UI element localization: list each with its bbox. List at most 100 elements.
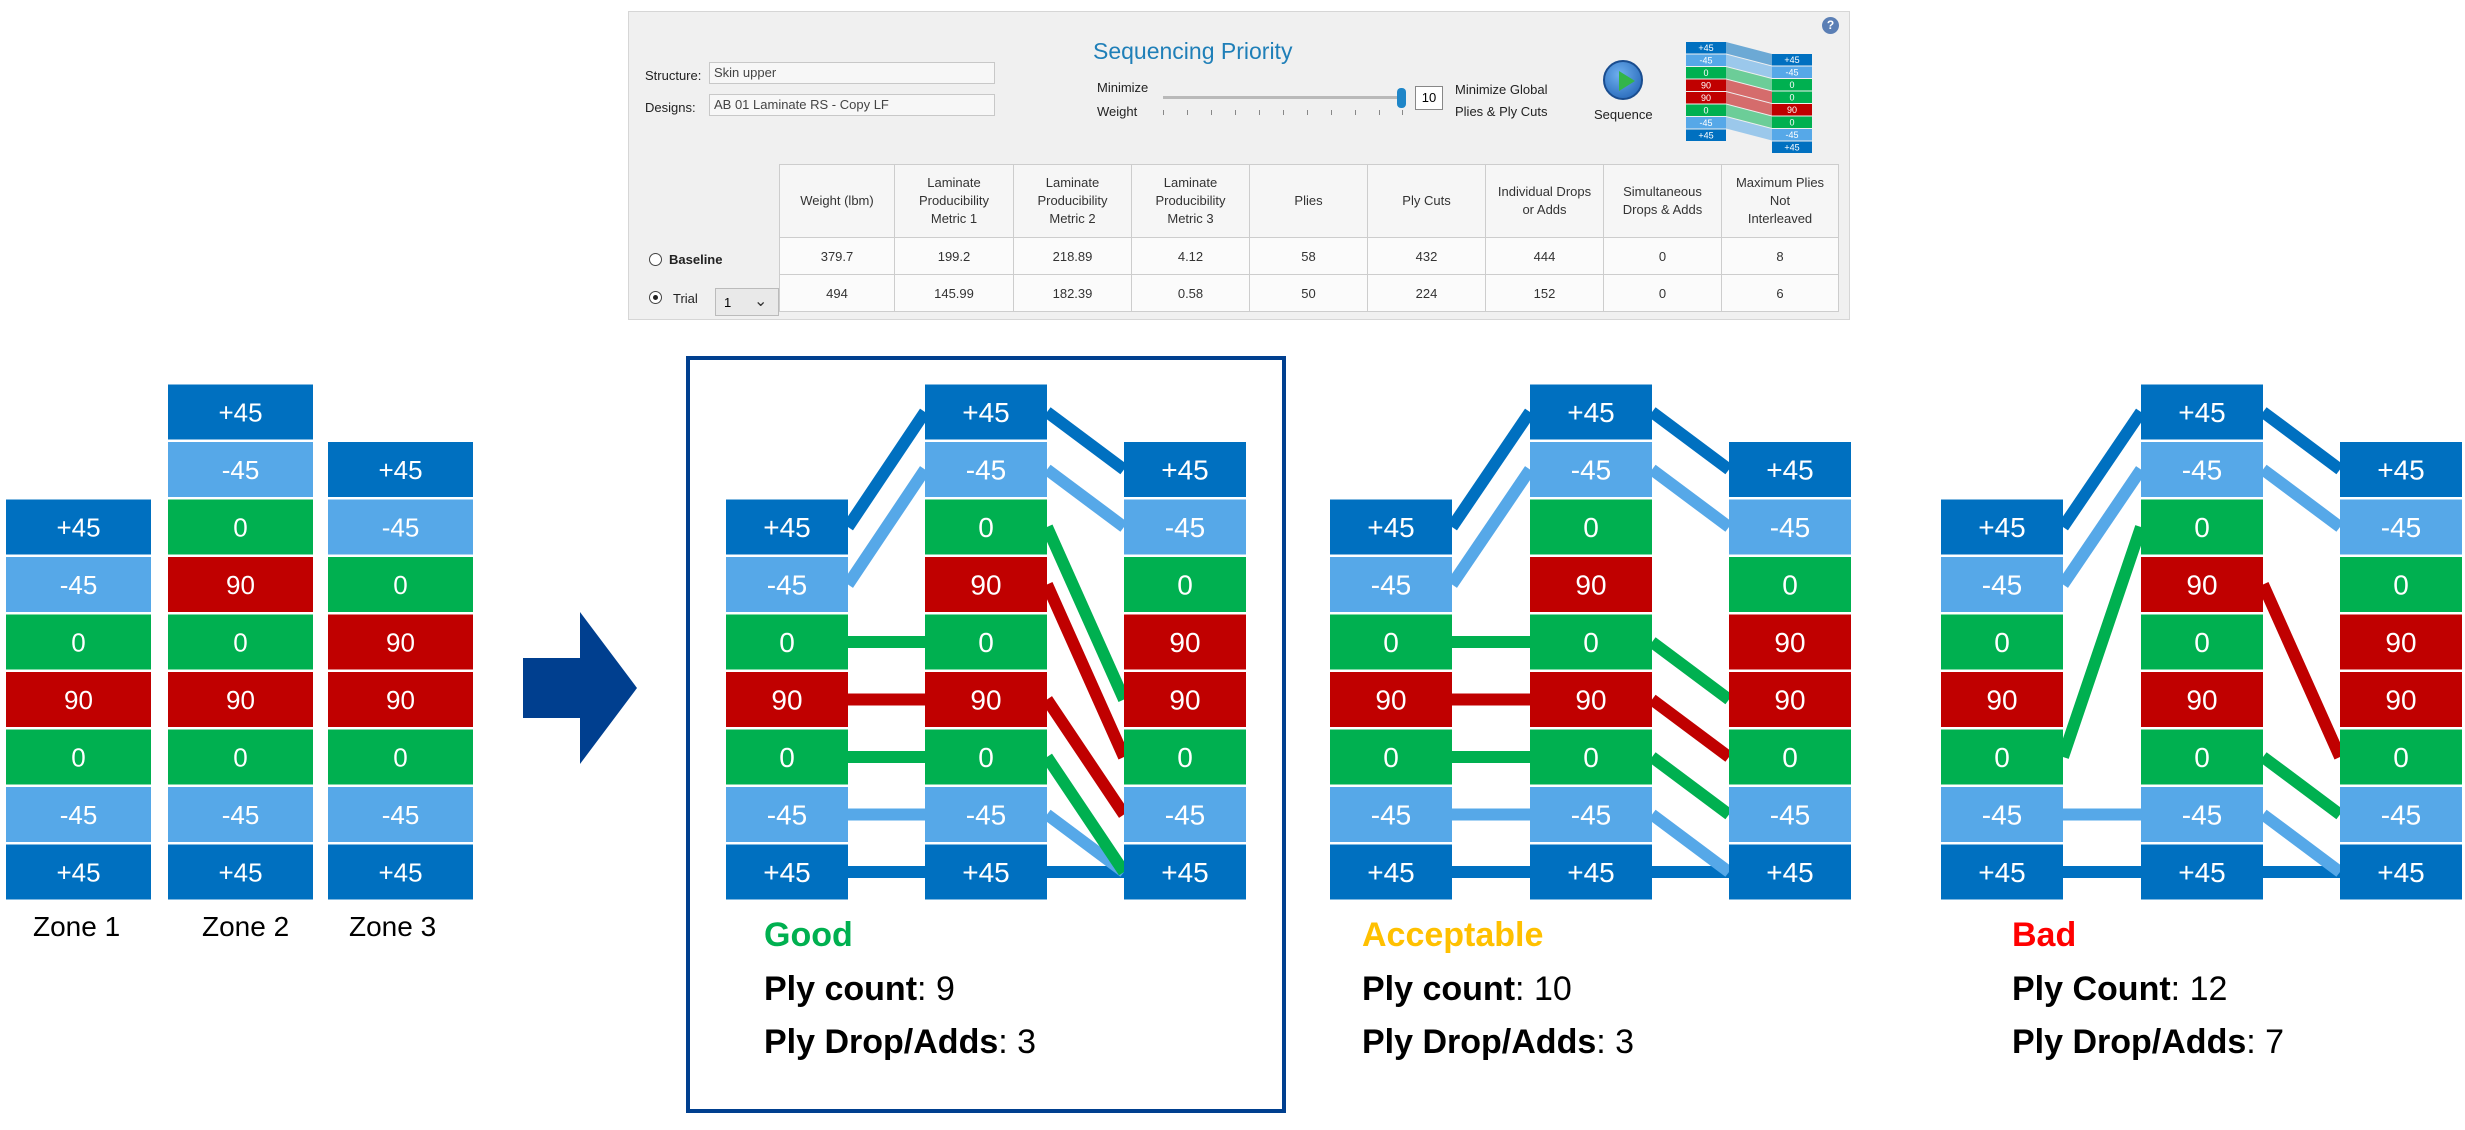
zone1-ply: 90 <box>6 672 151 727</box>
example-1-right-ply: +45 <box>1124 844 1246 900</box>
example-3-middle-ply: -45 <box>2141 787 2263 842</box>
example-1-middle-ply: 0 <box>925 614 1047 670</box>
svg-text:0: 0 <box>393 570 407 600</box>
svg-text:90: 90 <box>771 685 802 716</box>
drop-adds-label: Ply Drop/Adds <box>1362 1023 1597 1061</box>
sequence-label[interactable]: Sequence <box>1594 107 1653 122</box>
svg-text:-45: -45 <box>1982 570 2022 601</box>
zone1-ply: +45 <box>6 844 151 900</box>
table-cell: 224 <box>1367 274 1486 312</box>
svg-text:0: 0 <box>71 742 85 772</box>
sequence-play-icon[interactable] <box>1603 60 1643 100</box>
svg-text:-45: -45 <box>60 570 98 600</box>
thumbnail-connector <box>1726 67 1772 91</box>
designs-field[interactable]: AB 01 Laminate RS - Copy LF <box>709 94 995 116</box>
example-2-middle-ply: -45 <box>1530 442 1652 497</box>
example-1-left-ply: +45 <box>726 499 848 555</box>
ply-connector <box>2257 582 2346 760</box>
ply-connector <box>1043 464 1128 532</box>
ply-connector <box>1447 466 1535 588</box>
baseline-radio[interactable] <box>649 253 662 266</box>
svg-text:-45: -45 <box>966 455 1006 486</box>
drop-adds-value: 3 <box>1017 1023 1037 1061</box>
svg-text:90: 90 <box>1774 627 1805 658</box>
ply-connector <box>1648 809 1733 877</box>
svg-text:+45: +45 <box>763 857 811 888</box>
priority-slider-thumb[interactable] <box>1397 88 1406 108</box>
example-3-middle-ply: +45 <box>2141 844 2263 900</box>
svg-text:-45: -45 <box>60 800 98 830</box>
svg-text:90: 90 <box>226 685 255 715</box>
zone1-ply: 0 <box>6 614 151 670</box>
svg-text:+45: +45 <box>56 512 100 542</box>
zone3-ply: +45 <box>328 844 473 900</box>
table-cell: 494 <box>779 274 895 312</box>
svg-text:+45: +45 <box>1766 455 1814 486</box>
svg-text:+45: +45 <box>1698 43 1713 53</box>
svg-text:0: 0 <box>1994 742 2010 773</box>
example-1-left-ply: 0 <box>726 729 848 785</box>
svg-text:-45: -45 <box>1785 68 1798 78</box>
svg-text:90: 90 <box>1787 105 1797 115</box>
zone2-ply: 0 <box>168 729 313 785</box>
svg-text:0: 0 <box>1703 68 1708 78</box>
example-1-middle-ply: 90 <box>925 672 1047 727</box>
ply-count-value: 12 <box>2189 970 2228 1008</box>
svg-text:0: 0 <box>1583 627 1599 658</box>
thumbnail-ply: -45 <box>1772 129 1812 141</box>
good-ply-count: Ply count: 9 <box>764 970 955 1008</box>
ply-connector <box>1648 637 1733 705</box>
svg-text:0: 0 <box>233 512 247 542</box>
example-3-left-ply: 0 <box>1941 729 2063 785</box>
svg-text:-45: -45 <box>1571 455 1611 486</box>
svg-text:90: 90 <box>386 627 415 657</box>
drop-adds-value: 3 <box>1615 1023 1635 1061</box>
acceptable-ply-count: Ply count: 10 <box>1362 970 1572 1008</box>
example-3-right-ply: +45 <box>2340 844 2462 900</box>
trial-select[interactable]: 1 ⌄ <box>715 288 779 316</box>
zone2-ply: -45 <box>168 442 313 497</box>
example-2-right-ply: +45 <box>1729 442 1851 497</box>
thumbnail-ply: +45 <box>1772 54 1812 66</box>
svg-text:+45: +45 <box>1567 397 1615 428</box>
example-1-middle-ply: 0 <box>925 729 1047 785</box>
priority-slider-track[interactable] <box>1163 96 1403 99</box>
rating-bad: Bad <box>2012 916 2077 954</box>
example-3-middle-ply: 0 <box>2141 729 2263 785</box>
svg-text:90: 90 <box>1169 627 1200 658</box>
example-3-left-ply: 90 <box>1941 672 2063 727</box>
zone-2-caption: Zone 2 <box>202 911 290 942</box>
example-3-right-ply: 0 <box>2340 729 2462 785</box>
structure-field[interactable]: Skin upper <box>709 62 995 84</box>
svg-text:-45: -45 <box>222 800 260 830</box>
svg-text:0: 0 <box>233 627 247 657</box>
svg-text:90: 90 <box>1575 685 1606 716</box>
svg-text:+45: +45 <box>2178 397 2226 428</box>
svg-text:0: 0 <box>978 742 994 773</box>
rating-good: Good <box>764 916 853 954</box>
svg-text:0: 0 <box>1383 627 1399 658</box>
svg-text:0: 0 <box>1703 106 1708 116</box>
svg-text:-45: -45 <box>382 512 420 542</box>
col-header-drops-adds: Individual Drops or Adds <box>1485 164 1604 238</box>
svg-text:90: 90 <box>970 570 1001 601</box>
svg-text:0: 0 <box>1583 742 1599 773</box>
example-2-left-ply: +45 <box>1330 844 1452 900</box>
col-header-metric1: Laminate Producibility Metric 1 <box>894 164 1014 238</box>
table-cell: 6 <box>1721 274 1839 312</box>
thumbnail-ply: -45 <box>1686 54 1726 66</box>
thumbnail-ply: 90 <box>1686 79 1726 91</box>
trial-radio[interactable] <box>649 291 662 304</box>
example-3-left-ply: +45 <box>1941 844 2063 900</box>
example-3-left-ply: -45 <box>1941 787 2063 842</box>
chevron-down-icon: ⌄ <box>754 293 768 310</box>
example-2-left-ply: 0 <box>1330 729 1452 785</box>
svg-text:+45: +45 <box>1978 857 2026 888</box>
example-3-middle-ply: 90 <box>2141 672 2263 727</box>
priority-value-box[interactable]: 10 <box>1415 86 1443 110</box>
example-2-right-ply: 90 <box>1729 672 1851 727</box>
example-3-right-ply: 0 <box>2340 557 2462 612</box>
svg-text:+45: +45 <box>962 857 1010 888</box>
help-icon[interactable]: ? <box>1822 17 1839 34</box>
example-2-middle-ply: -45 <box>1530 787 1652 842</box>
